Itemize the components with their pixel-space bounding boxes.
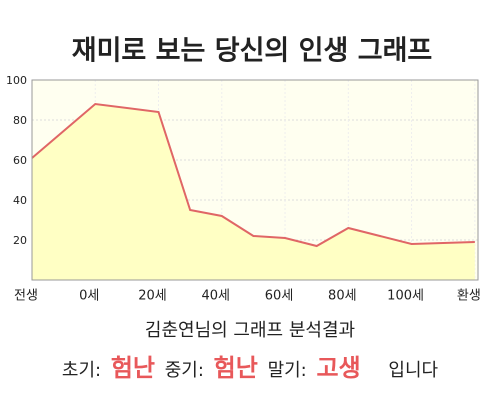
area bbox=[32, 104, 475, 280]
stage-value: 험난 bbox=[213, 354, 258, 382]
stage-label: 말기: bbox=[267, 360, 307, 381]
stage-value: 험난 bbox=[110, 354, 155, 382]
y-tick-label: 80 bbox=[13, 114, 27, 127]
x-tick-label: 0세 bbox=[79, 289, 99, 304]
x-tick-label: 40세 bbox=[202, 289, 231, 304]
line bbox=[31, 102, 475, 248]
y-tick-label: 40 bbox=[13, 194, 27, 207]
x-tick-label: 환생 bbox=[457, 289, 481, 304]
x-tick-label: 100세 bbox=[387, 289, 424, 304]
chart: 재미로 보는 당신의 인생 그래프 김춘연님의 그래프 분석결과 20 40 60 8… bbox=[6, 36, 481, 342]
plot-frame bbox=[31, 79, 479, 281]
x-tick-label: 60세 bbox=[265, 289, 294, 304]
x-tick-label: 전생 bbox=[14, 289, 38, 304]
stage-label: 중기: bbox=[164, 360, 204, 381]
analysis-heading: 김춘연님의 그래프 분석결과 bbox=[145, 320, 355, 341]
chart-title: 재미로 보는 당신의 인생 그래프 bbox=[72, 36, 433, 67]
stage-label: 초기: bbox=[61, 360, 102, 381]
y-tick-label: 100 bbox=[6, 74, 27, 87]
y-tick-label: 60 bbox=[13, 154, 27, 167]
x-tick-label: 80세 bbox=[328, 289, 357, 304]
suffix: 입니다 bbox=[388, 360, 439, 381]
x-tick-label: 20세 bbox=[138, 289, 167, 304]
stage-value: 고생 bbox=[316, 354, 361, 382]
analysis-line: 초기: 험난 중기: 험난 말기: 고생 입니다 bbox=[0, 348, 500, 383]
y-tick-label: 20 bbox=[13, 234, 27, 247]
